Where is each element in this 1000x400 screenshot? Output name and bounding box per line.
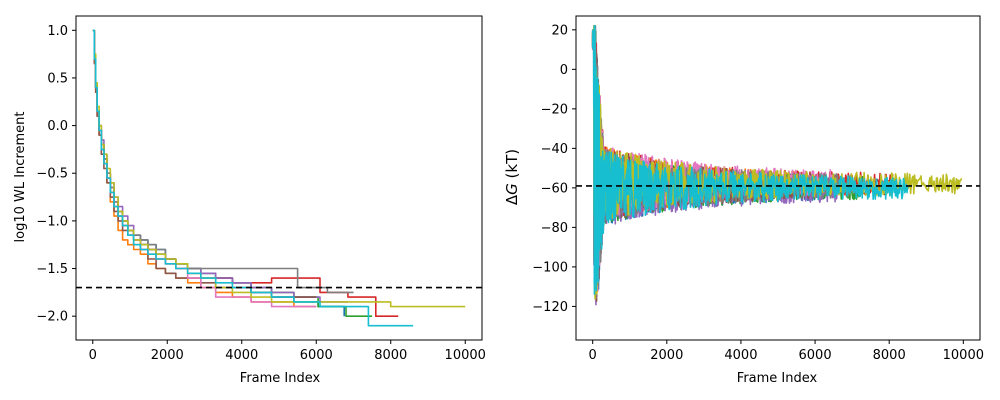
y-tick-label: 0: [560, 63, 568, 78]
series-line-8: [92, 29, 354, 294]
series-line-10: [591, 25, 909, 295]
series-line-7: [92, 29, 317, 308]
axes-frame: [75, 15, 483, 341]
left-plot-area: [75, 15, 483, 341]
y-tick-label: 20: [551, 23, 568, 38]
series-line-9: [92, 29, 466, 308]
x-tick-label: 4000: [724, 348, 757, 363]
y-tick-label: 1.0: [47, 24, 68, 39]
series-line-2: [92, 29, 317, 308]
series-line-1: [92, 29, 345, 317]
axes-frame: [575, 15, 981, 341]
right-y-axis-label: ΔG (kT): [503, 149, 521, 205]
left-x-axis-label: Frame Index: [240, 371, 321, 386]
series-line-10: [92, 29, 414, 327]
right-ticks: 0 2000 4000 6000 8000 10000 20 0 −20 −40 −60 −80 −10…: [532, 23, 984, 363]
x-tick-label: 0: [89, 348, 97, 363]
right-panel-delta-g: 0 2000 4000 6000 8000 10000 20 0 −20 −40 −60 −80 −10…: [503, 15, 984, 386]
y-tick-label: −40: [541, 142, 568, 157]
y-tick-label: −20: [541, 102, 568, 117]
right-y-axis-label-suffix: (kT): [503, 149, 521, 183]
right-plot-area: [575, 15, 981, 341]
left-panel-wl-increment: 0 2000 4000 6000 8000 10000 1.0 0.5 0.0 −0.5 −1.0 −…: [13, 15, 486, 386]
x-tick-label: 2000: [650, 348, 683, 363]
x-tick-label: 10000: [445, 348, 486, 363]
x-tick-label: 2000: [151, 348, 184, 363]
x-tick-label: 6000: [300, 348, 333, 363]
series-line-4: [92, 29, 399, 317]
y-tick-label: −120: [532, 300, 568, 315]
y-tick-label: −1.0: [36, 214, 68, 229]
left-y-axis-label: log10 WL Increment: [13, 112, 28, 243]
x-tick-label: 0: [589, 348, 597, 363]
series-line-6: [92, 29, 317, 298]
x-tick-label: 4000: [225, 348, 258, 363]
x-tick-label: 6000: [799, 348, 832, 363]
right-x-axis-label: Frame Index: [737, 371, 818, 386]
y-tick-label: −100: [532, 260, 568, 275]
y-tick-label: −0.5: [36, 167, 68, 182]
x-tick-label: 8000: [873, 348, 906, 363]
y-tick-label: −1.5: [36, 262, 68, 277]
y-tick-label: 0.5: [47, 71, 68, 86]
x-tick-label: 10000: [943, 348, 984, 363]
series-line-3: [92, 29, 373, 317]
y-tick-label: 0.0: [47, 119, 68, 134]
y-tick-label: −80: [541, 221, 568, 236]
left-ticks: 0 2000 4000 6000 8000 10000 1.0 0.5 0.0 −0.5 −1.0 −…: [36, 24, 485, 363]
right-y-axis-label-prefix: Δ: [503, 194, 521, 205]
y-tick-label: −2.0: [36, 310, 68, 325]
right-y-axis-label-italic: G: [503, 183, 521, 195]
y-tick-label: −60: [541, 181, 568, 196]
x-tick-label: 8000: [374, 348, 407, 363]
series-line-5: [92, 29, 348, 303]
